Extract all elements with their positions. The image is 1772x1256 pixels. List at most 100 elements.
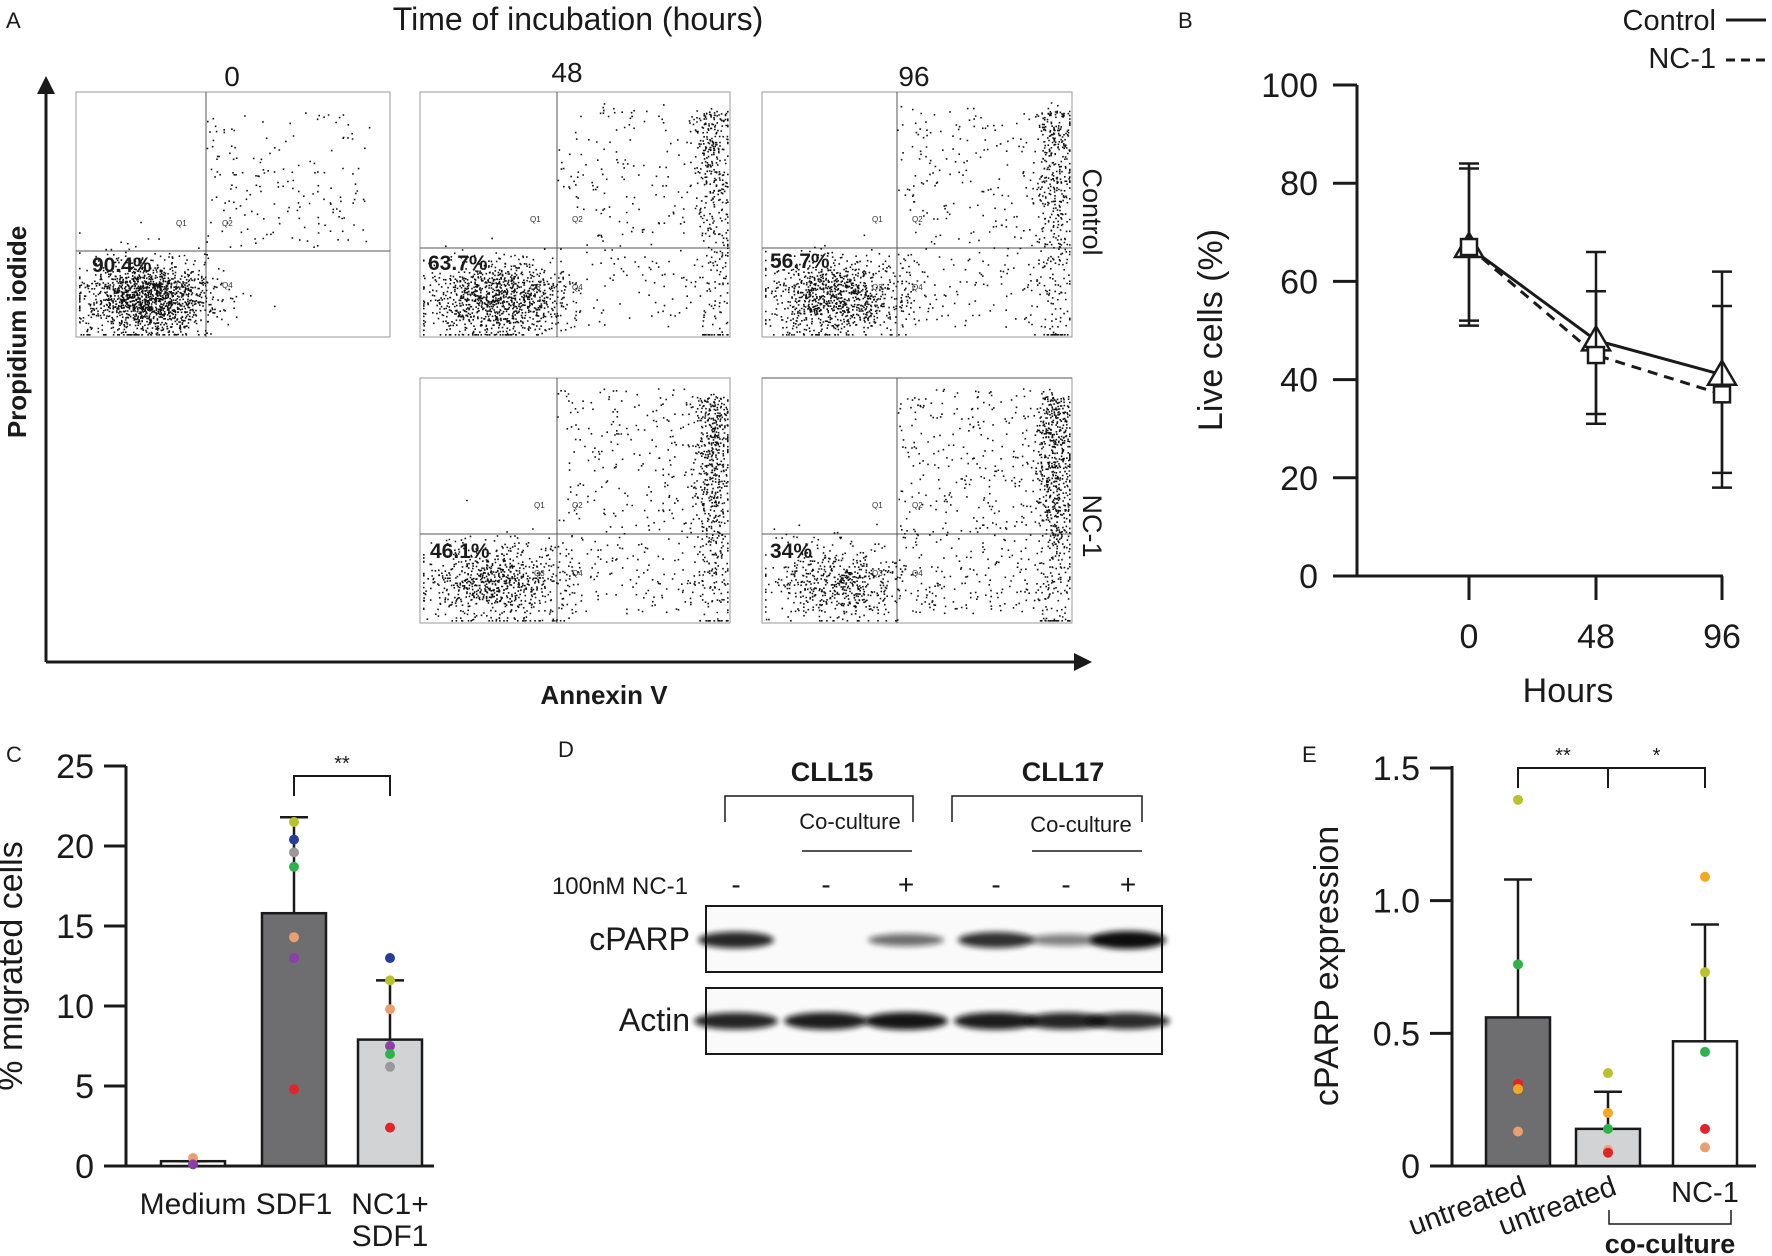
coculture-label-cll15: Co-culture xyxy=(799,809,900,834)
cparp-band xyxy=(698,931,774,949)
cparp-band xyxy=(868,933,944,947)
e-data-point xyxy=(1603,1068,1613,1079)
b-point-nc1 xyxy=(1712,385,1732,404)
live-percentage: 46.1% xyxy=(430,540,490,563)
lane-sign: - xyxy=(1061,869,1070,900)
quadrant-label-q3: Q3 xyxy=(534,569,545,578)
b-y-tick-label: 100 xyxy=(1261,67,1318,105)
pi-axis-arrowhead xyxy=(37,76,55,94)
event-dots xyxy=(765,102,1071,336)
panel-d-western-blot: CLL15 CLL17 Co-culture Co-culture 100nM … xyxy=(552,757,1170,1055)
e-data-point xyxy=(1700,1142,1710,1153)
c-x-tick-label: SDF1 xyxy=(352,1220,429,1253)
c-x-tick-label: Medium xyxy=(140,1188,247,1221)
c-y-axis-label: % migrated cells xyxy=(0,841,30,1090)
panel-label-a: A xyxy=(6,8,21,33)
group-label-cll17: CLL17 xyxy=(1022,757,1105,787)
actin-band xyxy=(954,1012,1038,1030)
c-x-tick-label: SDF1 xyxy=(256,1188,333,1221)
b-series-line-nc-1 xyxy=(1468,245,1723,396)
e-y-ticks: 0 0.5 1.0 1.5 xyxy=(1373,750,1452,1186)
b-point-nc1 xyxy=(1586,345,1606,365)
e-data-point xyxy=(1513,959,1523,970)
panel-a-title: Time of incubation (hours) xyxy=(393,1,764,37)
quadrant-label-q1: Q1 xyxy=(872,215,883,224)
band-label-cparp: cPARP xyxy=(589,921,690,957)
quadrant-label-q3: Q3 xyxy=(872,569,883,578)
quadrant-label-q3: Q3 xyxy=(176,281,187,290)
event-dots xyxy=(79,112,371,336)
e-bars: ** * xyxy=(1484,745,1739,1168)
b-y-tick-label: 40 xyxy=(1280,362,1318,400)
live-percentage: 90.4% xyxy=(92,254,152,277)
c-y-ticks: 0 5 10 15 20 25 xyxy=(56,748,126,1186)
e-data-point xyxy=(1700,1123,1710,1134)
treatment-label: 100nM NC-1 xyxy=(552,873,688,900)
column-label-48: 48 xyxy=(551,57,582,88)
flow-plot-48h-nc1: Q1 Q2 Q3 Q4 46.1% xyxy=(419,377,731,624)
c-data-point xyxy=(385,1004,395,1015)
e-y-tick-label: 1.5 xyxy=(1373,750,1420,788)
event-dots xyxy=(423,103,729,336)
bracket-cll15 xyxy=(724,795,914,822)
quadrant-label-q4: Q4 xyxy=(912,283,923,292)
c-x-tick-label: NC1+ xyxy=(351,1188,429,1221)
c-data-point xyxy=(289,1084,299,1095)
row-label-nc1: NC-1 xyxy=(1077,494,1107,557)
c-y-tick-label: 0 xyxy=(75,1148,94,1186)
c-y-tick-label: 10 xyxy=(56,988,94,1026)
e-significance-bracket xyxy=(1517,767,1609,788)
e-y-tick-label: 0.5 xyxy=(1373,1015,1420,1053)
panel-label-d: D xyxy=(558,737,574,762)
e-y-axis-label: cPARP expression xyxy=(1308,826,1346,1106)
bracket-cll17 xyxy=(951,795,1143,822)
c-data-point xyxy=(289,817,299,827)
d-lane-signs: - - + - - + xyxy=(731,869,1136,900)
b-y-tick-label: 0 xyxy=(1299,558,1318,596)
event-cloud xyxy=(79,112,371,336)
b-y-tick-label: 80 xyxy=(1280,165,1318,203)
actin-band xyxy=(1086,1012,1170,1030)
quadrant-label-q4: Q4 xyxy=(222,281,233,290)
b-y-tick-label: 20 xyxy=(1280,460,1318,498)
c-bar xyxy=(260,911,328,1168)
panel-a-flow-cytometry: Time of incubation (hours) 0 48 96 Contr… xyxy=(2,1,1107,710)
b-legend: Control NC-1 xyxy=(1623,5,1766,75)
annexin-axis-arrowhead xyxy=(1074,653,1092,671)
live-percentage: 56.7% xyxy=(770,250,830,273)
b-x-tick-label: 96 xyxy=(1703,618,1741,656)
live-percentage: 34% xyxy=(770,540,812,563)
quadrant-label-q1: Q1 xyxy=(872,501,883,510)
b-y-ticks: 0 20 40 60 80 100 xyxy=(1261,67,1357,596)
quadrant-label-q3: Q3 xyxy=(530,283,541,292)
live-percentage: 63.7% xyxy=(428,252,488,275)
c-data-point xyxy=(289,861,299,872)
e-significance-bracket xyxy=(1607,767,1706,788)
d-bands xyxy=(694,931,1170,1030)
quadrant-label-q2: Q2 xyxy=(912,501,923,510)
c-data-point xyxy=(289,834,299,845)
quadrant-label-q4: Q4 xyxy=(912,569,923,578)
c-data-point xyxy=(385,1041,395,1051)
b-y-axis-label: Live cells (%) xyxy=(1192,229,1230,431)
e-data-point xyxy=(1603,1123,1613,1134)
actin-band xyxy=(784,1012,868,1030)
b-series xyxy=(1452,162,1739,489)
group-label-cll15: CLL15 xyxy=(791,757,874,787)
column-label-96: 96 xyxy=(898,61,929,92)
lane-sign: - xyxy=(731,869,740,900)
quadrant-label-q4: Q4 xyxy=(572,283,583,292)
c-data-point xyxy=(289,953,299,963)
quadrant-label-q2: Q2 xyxy=(222,219,233,228)
b-x-tick-label: 0 xyxy=(1460,618,1479,656)
actin-band xyxy=(1024,1012,1108,1030)
event-cloud xyxy=(765,102,1071,336)
lane-sign: - xyxy=(991,869,1000,900)
legend-label-nc1: NC-1 xyxy=(1648,43,1716,75)
event-cloud xyxy=(423,103,729,336)
e-data-point xyxy=(1513,1084,1523,1095)
row-label-control: Control xyxy=(1077,168,1107,255)
